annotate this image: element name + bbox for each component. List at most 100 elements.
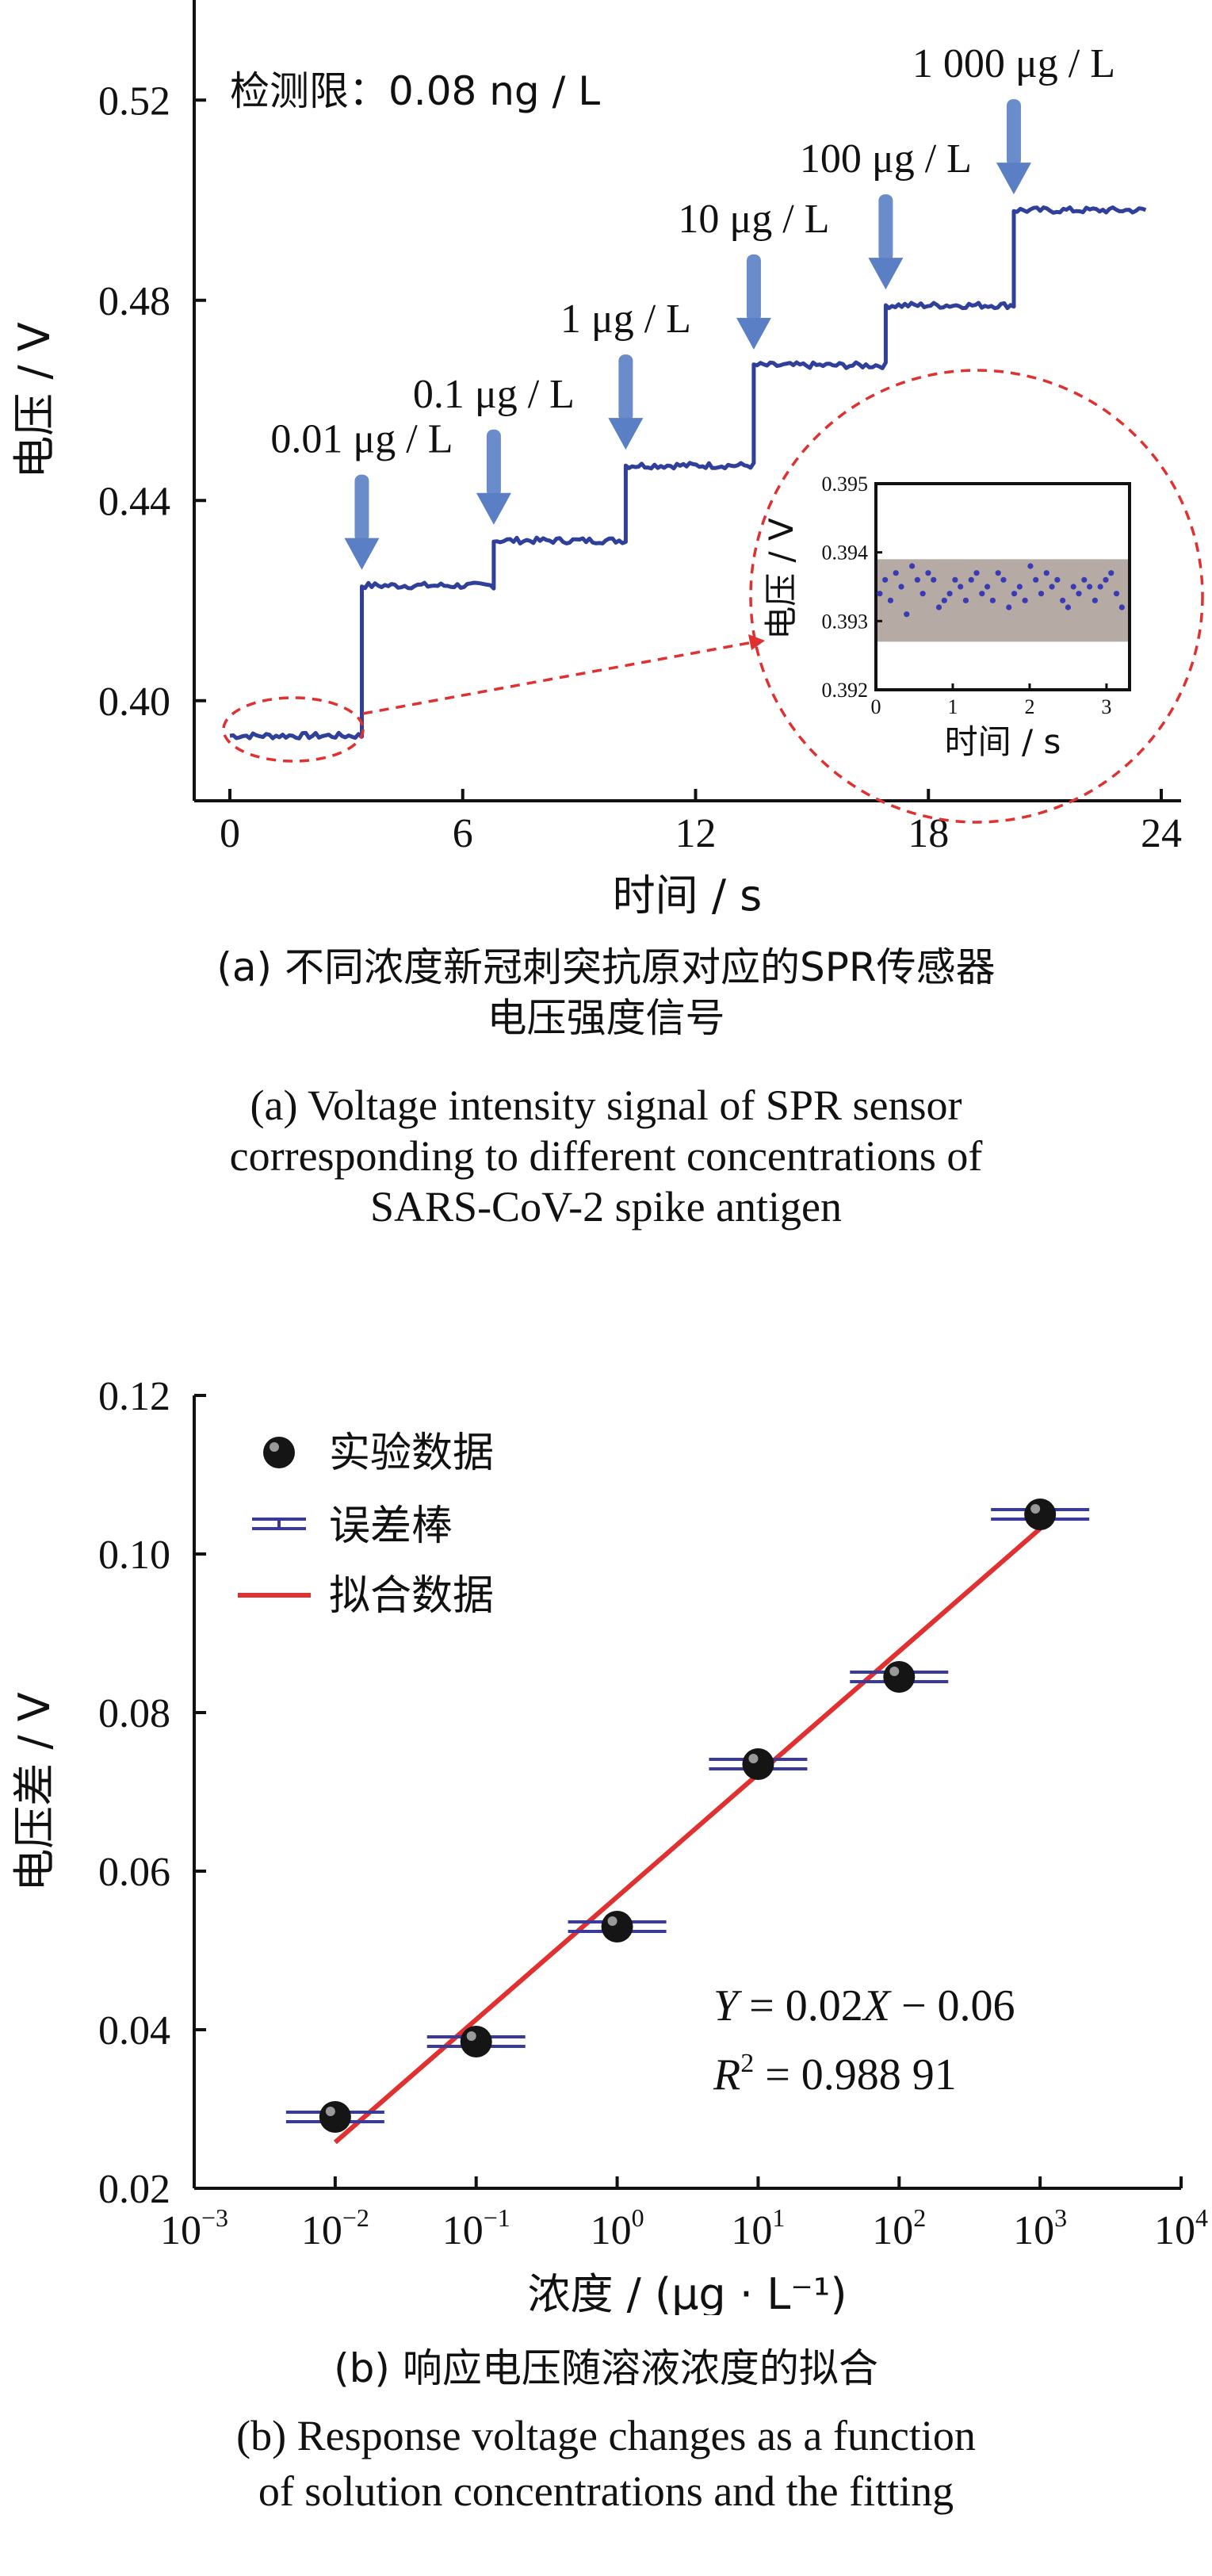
step-label: 10 μg / L	[678, 197, 829, 242]
data-point-highlight	[889, 1667, 900, 1676]
step-arrow-shaft	[354, 474, 369, 542]
inset-zoom-circle	[749, 369, 1204, 824]
step-arrow-head	[996, 163, 1031, 195]
step-arrow-shaft	[746, 254, 761, 322]
data-point	[319, 2101, 351, 2133]
fit-line	[333, 1526, 1042, 2145]
inset-point	[1033, 576, 1039, 583]
y-tick-label: 0.52	[98, 78, 170, 124]
inset-y-tick-label: 0.395	[822, 473, 869, 496]
y-axis-label: 电压 / V	[10, 322, 59, 479]
y-tick-label: 0.02	[98, 2167, 170, 2212]
inset-point	[973, 570, 980, 576]
x-tick-label: 10−2	[301, 2203, 369, 2253]
legend: 实验数据 误差棒 拟合数据	[238, 1430, 494, 1620]
inset-point	[1113, 591, 1120, 597]
step-arrow-shaft	[1006, 99, 1021, 167]
x-tick-label: 24	[1141, 811, 1182, 856]
inset-point	[968, 576, 974, 583]
data-point-group	[850, 1661, 949, 1693]
step-label: 1 000 μg / L	[912, 41, 1115, 86]
y-tick-label: 0.12	[98, 1374, 170, 1419]
inset-point	[979, 591, 985, 597]
baseline-noise-inset: 0.392 0.393 0.394 0.395 0 1 2 3 时间 / s 电压 / V	[762, 473, 1131, 761]
y-axis-ticks: 0.02 0.04 0.06 0.08 0.10 0.12	[98, 1374, 206, 2212]
data-point	[1024, 1499, 1057, 1530]
step-label: 0.01 μg / L	[270, 417, 453, 462]
caption-b-en-line1: (b) Response voltage changes as a functi…	[236, 2412, 976, 2459]
x-tick-label: 100	[591, 2203, 644, 2253]
inset-point	[1081, 576, 1088, 583]
voltage-step-chart: 0.400.440.480.52 0 6 12 18 24 电压 / V 时间 / s …	[10, 0, 1204, 921]
inset-y-tick-label: 0.393	[822, 610, 869, 633]
step-label: 100 μg / L	[800, 136, 972, 182]
data-point	[883, 1661, 916, 1693]
inset-point	[1092, 597, 1098, 603]
step-arrow-head	[344, 538, 380, 570]
caption-b-en-line2: of solution concentrations and the fitti…	[258, 2467, 954, 2515]
data-point-highlight	[466, 2031, 476, 2041]
data-point-group	[426, 2026, 526, 2057]
inset-y-tick-label: 0.394	[822, 542, 869, 565]
x-tick-label: 104	[1154, 2203, 1208, 2253]
y-tick-label: 0.06	[98, 1850, 170, 1895]
inset-x-tick-label: 1	[947, 695, 958, 718]
inset-point	[920, 591, 926, 597]
inset-point	[898, 584, 904, 590]
inset-point	[962, 597, 969, 603]
x-tick-label: 101	[731, 2203, 785, 2253]
x-tick-label: 10−3	[160, 2203, 228, 2253]
data-point-highlight	[607, 1916, 617, 1926]
caption-a-zh-line1: (a) 不同浓度新冠刺突抗原对应的SPR传感器	[216, 944, 996, 990]
voltage-trace	[229, 205, 1147, 741]
caption-b-zh: (b) 响应电压随溶液浓度的拟合	[334, 2345, 878, 2391]
inset-point	[1076, 591, 1082, 597]
inset-point	[1086, 584, 1093, 590]
y-tick-label: 0.44	[98, 479, 170, 524]
concentration-arrows	[344, 99, 1031, 570]
x-axis-label: 浓度 / (μg · L⁻¹)	[527, 2269, 847, 2315]
inset-point	[941, 597, 947, 603]
inset-point	[882, 576, 889, 583]
inset-point	[995, 570, 1001, 576]
inset-point	[1065, 604, 1072, 611]
data-point-highlight	[748, 1754, 759, 1763]
inset-y-tick-label: 0.392	[822, 679, 869, 702]
inset-point	[1043, 570, 1050, 576]
zoom-arrowhead	[748, 634, 765, 650]
inset-point	[1027, 563, 1034, 569]
inset-frame	[874, 482, 1131, 691]
data-point-group	[991, 1499, 1090, 1530]
inset-point	[958, 584, 964, 590]
y-tick-label: 0.10	[98, 1533, 170, 1578]
inset-point	[1108, 570, 1115, 576]
zoom-connector	[362, 641, 754, 715]
step-arrow-head	[868, 258, 904, 290]
inset-point	[1011, 591, 1018, 597]
inset-point	[946, 591, 953, 597]
legend-marker-highlight	[270, 1442, 279, 1452]
legend-label-data: 实验数据	[329, 1430, 494, 1477]
step-arrow-shaft	[486, 429, 501, 497]
fitting-chart: 0.02 0.04 0.06 0.08 0.10 0.12 10−3 10−2 10−1 100…	[10, 1374, 1208, 2315]
inset-point	[1006, 604, 1012, 611]
data-point-group	[568, 1911, 667, 1943]
fit-equation: Y = 0.02X − 0.06	[713, 1981, 1015, 2031]
inset-point	[952, 576, 958, 583]
data-point	[601, 1911, 633, 1943]
inset-point	[1060, 597, 1066, 603]
y-tick-label: 0.04	[98, 2008, 170, 2054]
detection-limit-annotation: 检测限：0.08 ng / L	[230, 68, 600, 114]
x-tick-label: 102	[872, 2203, 926, 2253]
y-axis-ticks: 0.40 0.44 0.48 0.52	[98, 78, 206, 725]
inset-point	[985, 584, 991, 590]
inset-x-tick-label: 3	[1101, 695, 1111, 718]
inset-point	[1070, 584, 1076, 590]
inset-point	[1097, 584, 1103, 590]
inset-point	[1038, 591, 1045, 597]
inset-x-tick-label: 2	[1024, 695, 1034, 718]
data-point-group	[285, 2101, 384, 2133]
r-squared: R2 = 0.988 91	[713, 2049, 957, 2099]
x-tick-label: 6	[453, 811, 473, 856]
inset-point	[989, 597, 996, 603]
